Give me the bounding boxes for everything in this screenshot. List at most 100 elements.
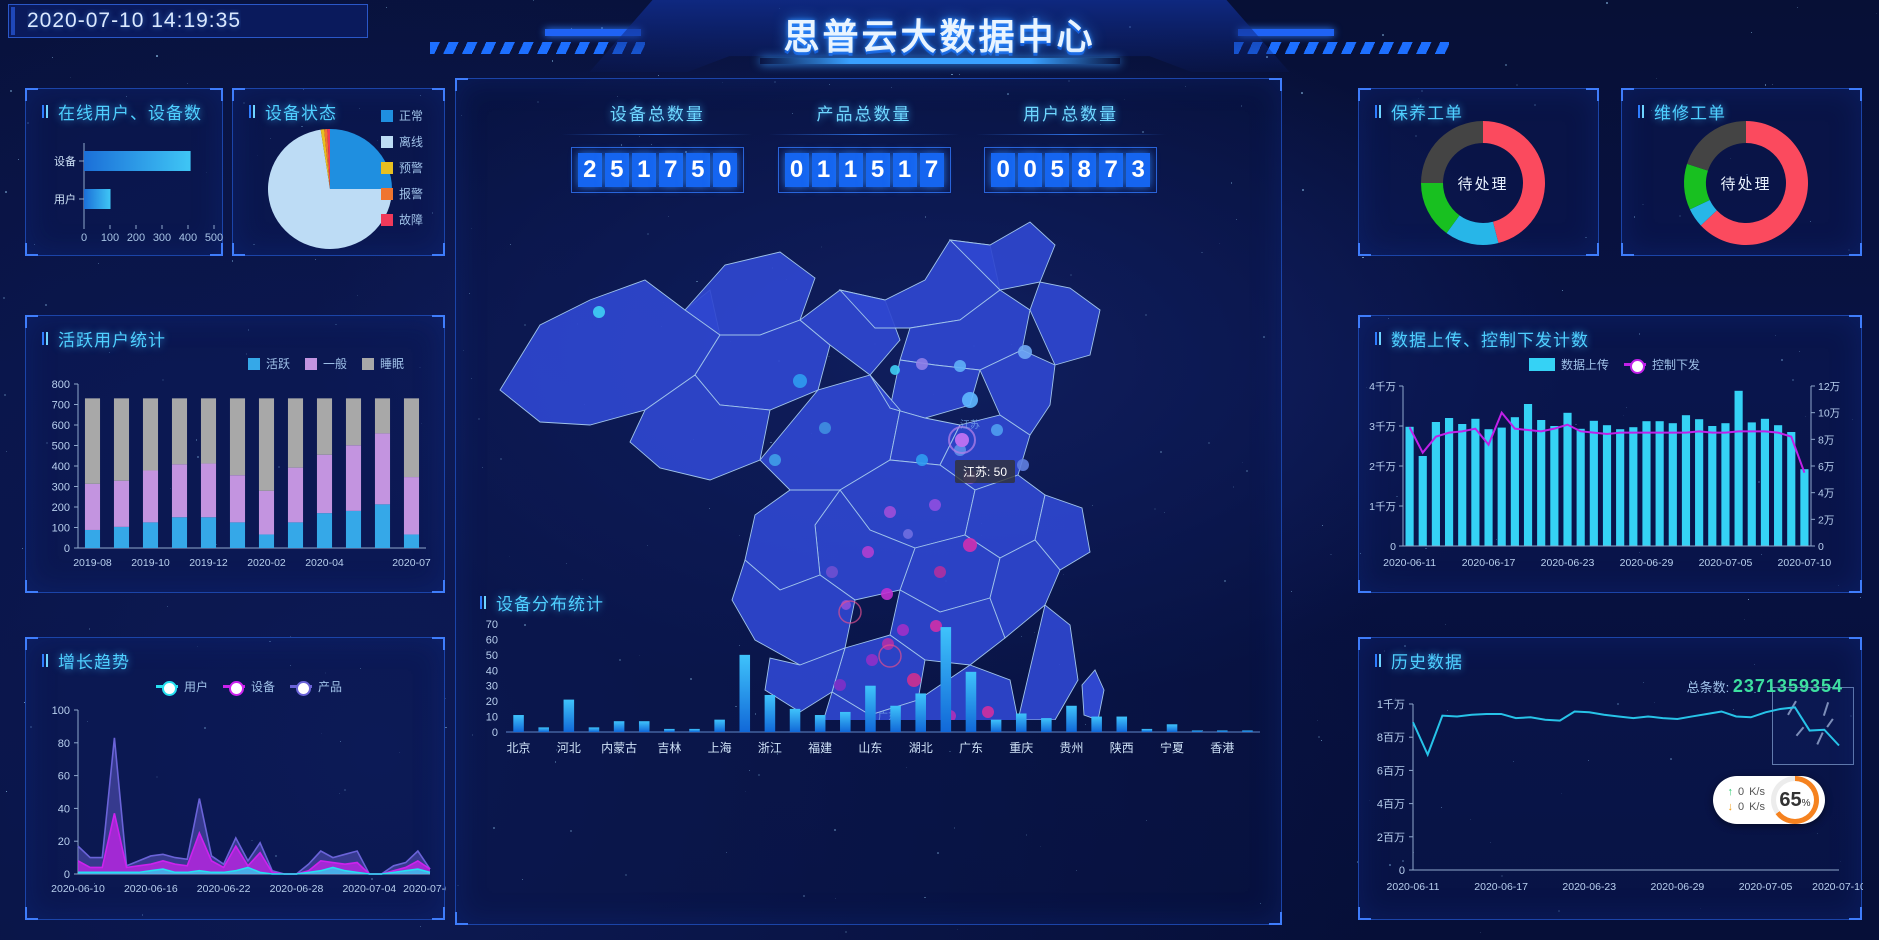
map-data-point[interactable] <box>866 654 878 666</box>
chart-maintenance-donut[interactable] <box>1403 113 1563 253</box>
bar-segment-睡眠[interactable] <box>229 398 246 476</box>
bar-upload[interactable] <box>1431 422 1440 546</box>
bar-upload[interactable] <box>1616 429 1625 546</box>
bar-upload[interactable] <box>1537 420 1546 546</box>
bar-贵州[interactable] <box>1066 705 1077 732</box>
map-data-point[interactable] <box>826 566 838 578</box>
bar-segment-活跃[interactable] <box>229 522 246 548</box>
bar-云南[interactable] <box>1091 716 1102 732</box>
bar-segment-睡眠[interactable] <box>287 398 304 468</box>
bar-segment-睡眠[interactable] <box>200 398 217 464</box>
bar-upload[interactable] <box>1655 421 1664 546</box>
bar-山东[interactable] <box>865 685 876 732</box>
bar-河南[interactable] <box>890 705 901 732</box>
bar-segment-一般[interactable] <box>113 480 130 527</box>
legend-item[interactable]: 活跃 <box>248 355 290 372</box>
bar-segment-活跃[interactable] <box>200 517 217 548</box>
bar-香港[interactable] <box>1217 730 1228 732</box>
bar-upload[interactable] <box>1800 469 1809 546</box>
bar-甘肃[interactable] <box>1141 728 1153 732</box>
map-data-point[interactable] <box>929 499 941 511</box>
bar-upload[interactable] <box>1497 427 1506 546</box>
bar-安徽[interactable] <box>789 708 801 732</box>
map-data-point[interactable] <box>963 538 977 552</box>
pie-slice-报警[interactable] <box>324 129 330 189</box>
chart-upload-control[interactable]: 0 1千万 2千万 3千万 4千万 0 2万 4万 6万 8万 10万 12万 2020-06-11 20… <box>1359 378 1863 590</box>
bar-segment-活跃[interactable] <box>171 517 188 548</box>
bar-segment-一般[interactable] <box>374 433 391 505</box>
bar-陕西[interactable] <box>1116 716 1128 732</box>
bar-upload[interactable] <box>1642 421 1651 546</box>
pie-slice-正常[interactable] <box>330 129 392 189</box>
bar-浙江[interactable] <box>764 694 776 732</box>
bar-新疆[interactable] <box>1191 730 1203 732</box>
bar-河北[interactable] <box>563 699 575 732</box>
pie-slice-离线[interactable] <box>268 129 392 249</box>
bar-segment-活跃[interactable] <box>142 522 159 548</box>
map-data-point[interactable] <box>1017 459 1029 471</box>
bar-四川[interactable] <box>1041 718 1052 732</box>
map-data-point[interactable] <box>769 454 781 466</box>
bar-segment-一般[interactable] <box>403 477 420 535</box>
bar-segment-睡眠[interactable] <box>374 398 391 434</box>
map-data-point[interactable] <box>991 424 1003 436</box>
donut-slice-已处理[interactable] <box>1689 200 1717 226</box>
map-data-point[interactable] <box>819 422 831 434</box>
bar-upload[interactable] <box>1444 418 1454 546</box>
bar-upload[interactable] <box>1602 425 1612 546</box>
bar-segment-睡眠[interactable] <box>142 398 159 471</box>
map-data-point[interactable] <box>862 546 874 558</box>
bar-upload[interactable] <box>1695 419 1704 546</box>
map-data-point[interactable] <box>916 358 928 370</box>
bar-山西[interactable] <box>588 727 600 732</box>
donut-slice-待处理[interactable] <box>1483 121 1545 244</box>
bar-upload[interactable] <box>1458 424 1467 546</box>
bar-segment-活跃[interactable] <box>287 522 304 548</box>
map-data-point[interactable] <box>916 454 928 466</box>
bar-upload[interactable] <box>1681 415 1691 546</box>
bar-segment-活跃[interactable] <box>374 504 391 548</box>
donut-slice-已关闭[interactable] <box>1421 121 1483 183</box>
bar-北京[interactable] <box>513 715 524 732</box>
bar-天津[interactable] <box>538 727 549 732</box>
bar-江西[interactable] <box>840 711 851 732</box>
map-data-point[interactable] <box>793 374 807 388</box>
map-data-point[interactable] <box>897 624 909 636</box>
bar-segment-活跃[interactable] <box>316 513 333 548</box>
bar-segment-睡眠[interactable] <box>258 398 275 491</box>
bar-upload[interactable] <box>1629 427 1638 546</box>
map-data-point[interactable] <box>930 620 942 632</box>
bar-上海[interactable] <box>714 719 725 732</box>
map-province-taiwan[interactable] <box>1081 669 1105 721</box>
legend-item[interactable]: 设备 <box>223 678 275 696</box>
donut-slice-待处理[interactable] <box>1700 121 1808 245</box>
legend-item[interactable]: 故障 <box>381 211 423 228</box>
map-data-point[interactable] <box>593 306 605 318</box>
bar-segment-活跃[interactable] <box>84 529 101 548</box>
bar-重庆[interactable] <box>1015 713 1027 732</box>
bar-upload[interactable] <box>1484 429 1493 546</box>
chart-active-users[interactable]: 0 100 200 300 400 500 600 700 800 2019-08 2019-10 2… <box>26 378 446 590</box>
bar-upload[interactable] <box>1550 426 1559 546</box>
legend-item[interactable]: 报警 <box>381 185 423 202</box>
bar-广西[interactable] <box>990 719 1002 732</box>
bar-segment-一般[interactable] <box>171 464 188 518</box>
bar-upload[interactable] <box>1774 425 1783 546</box>
bar-内蒙古[interactable] <box>613 721 625 732</box>
bar-upload[interactable] <box>1668 423 1677 546</box>
map-data-point[interactable] <box>982 706 994 718</box>
bar-黑龙江[interactable] <box>689 728 700 732</box>
chart-device-distribution[interactable]: 0 10 20 30 40 50 60 70 北京 河北 内蒙古 吉林 上海 浙江 福建 山东 湖北 广东 重庆 贵州… <box>470 618 1270 766</box>
map-data-point[interactable] <box>954 360 966 372</box>
bar-segment-睡眠[interactable] <box>84 398 101 484</box>
bar-upload[interactable] <box>1418 456 1427 546</box>
bar-segment-一般[interactable] <box>258 490 275 535</box>
bar-segment-一般[interactable] <box>229 475 246 523</box>
bar-segment-一般[interactable] <box>200 463 217 518</box>
bar-segment-睡眠[interactable] <box>403 398 420 478</box>
map-data-point[interactable] <box>907 673 921 687</box>
bar-segment-一般[interactable] <box>287 467 304 523</box>
bar-segment-一般[interactable] <box>84 483 101 530</box>
map-data-point[interactable] <box>890 365 900 375</box>
line-history[interactable] <box>1412 706 1840 758</box>
